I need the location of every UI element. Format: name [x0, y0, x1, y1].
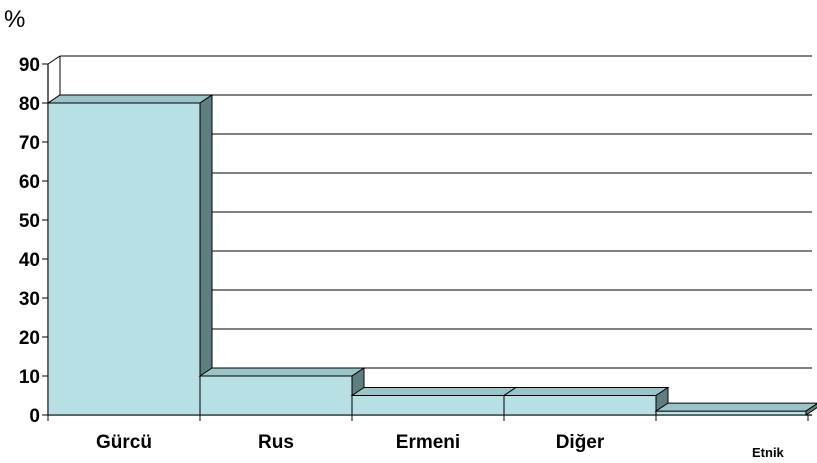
bar-top	[502, 387, 670, 396]
bar-top	[350, 387, 518, 396]
bar-front	[199, 375, 353, 416]
x-axis-label: Etnik	[752, 445, 785, 460]
bar-front	[655, 410, 807, 416]
bar-front	[351, 395, 505, 416]
y-tick-label: 50	[19, 211, 40, 232]
bar-front	[47, 102, 201, 416]
y-tick-label: 40	[19, 250, 40, 271]
category-label: Rus	[258, 432, 294, 453]
y-tick-label: 10	[19, 367, 40, 388]
y-tick-label: 30	[19, 289, 40, 310]
y-tick-label: 90	[19, 55, 40, 76]
bars	[46, 94, 817, 416]
y-tick-label: 0	[29, 406, 40, 427]
bar-front	[503, 395, 657, 416]
category-label: Gürcü	[96, 432, 152, 453]
wall-join	[47, 55, 61, 65]
y-tick-label: 20	[19, 328, 40, 349]
y-tick-label: 70	[19, 133, 40, 154]
category-label: Diğer	[556, 432, 605, 453]
bar	[46, 94, 214, 416]
y-axis-label: %	[4, 6, 25, 33]
y-tick-label: 60	[19, 172, 40, 193]
bar-top	[46, 94, 214, 104]
bar-top	[198, 367, 366, 377]
bar	[654, 402, 817, 416]
y-tick-label: 80	[19, 94, 40, 115]
bar-side	[199, 94, 213, 416]
bar	[198, 367, 366, 416]
bar	[502, 386, 670, 416]
category-label: Ermeni	[396, 432, 460, 453]
bar-side	[805, 403, 817, 416]
category-labels: Gürcü Rus Ermeni Diğer	[96, 432, 605, 453]
bar	[350, 386, 518, 416]
bar-top	[654, 402, 817, 412]
y-tick-labels: 0 10 20 30 40 50 60 70 80 90	[19, 55, 40, 427]
